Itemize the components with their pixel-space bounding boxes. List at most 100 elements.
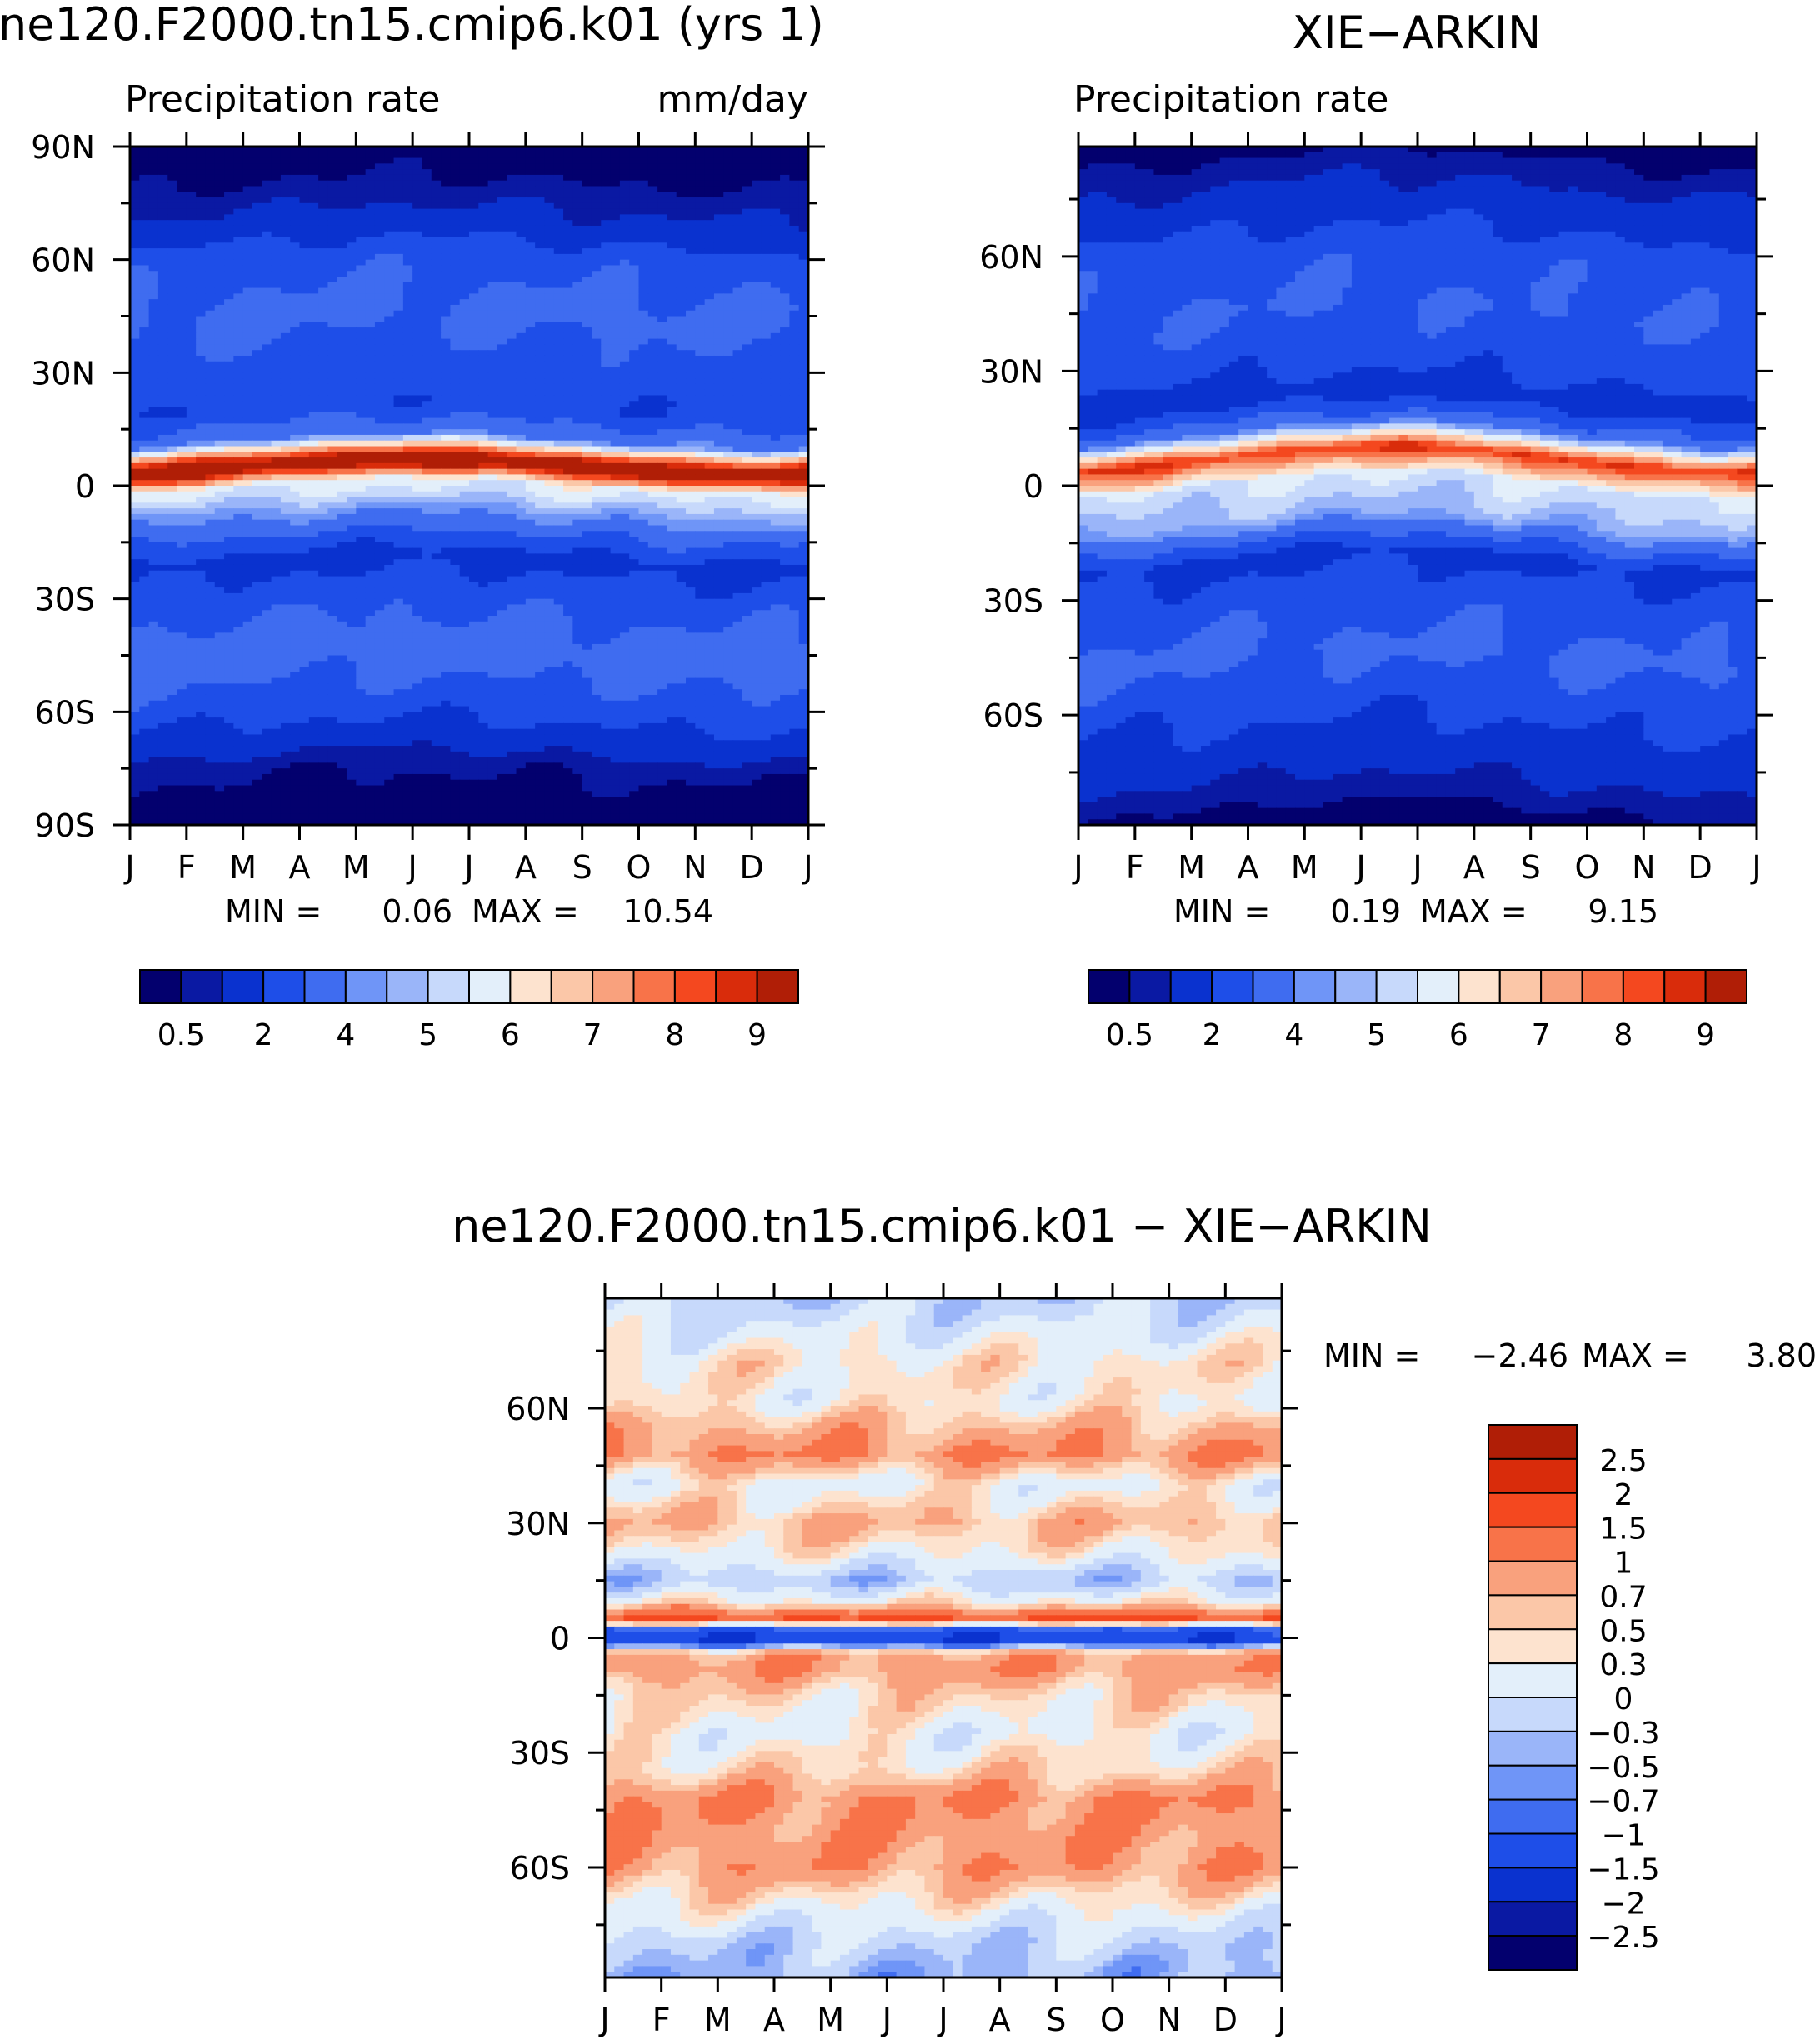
- heatmap-cell: [639, 520, 649, 526]
- heatmap-cell: [789, 203, 799, 209]
- heatmap-cell: [215, 305, 225, 311]
- heatmap-cell: [149, 486, 159, 492]
- heatmap-cell: [544, 248, 554, 254]
- heatmap-cell: [347, 435, 357, 441]
- heatmap-cell: [714, 531, 724, 537]
- heatmap-cell: [290, 260, 300, 266]
- heatmap-cell: [130, 531, 140, 537]
- heatmap-cell: [441, 514, 451, 520]
- heatmap-cell: [780, 158, 790, 164]
- heatmap-cell: [403, 492, 413, 497]
- heatmap-cell: [328, 152, 338, 158]
- heatmap-cell: [309, 175, 319, 181]
- heatmap-cell: [196, 288, 206, 294]
- heatmap-cell: [149, 401, 159, 407]
- heatmap-cell: [394, 401, 404, 407]
- heatmap-cell: [432, 378, 442, 384]
- heatmap-cell: [366, 305, 376, 311]
- heatmap-cell: [422, 237, 432, 243]
- heatmap-cell: [233, 537, 243, 542]
- heatmap-cell: [695, 277, 705, 282]
- heatmap-cell: [384, 367, 394, 373]
- heatmap-cell: [196, 412, 206, 418]
- heatmap-cell: [394, 362, 404, 367]
- heatmap-cell: [526, 254, 536, 260]
- heatmap-cell: [300, 192, 310, 197]
- heatmap-cell: [158, 339, 168, 345]
- heatmap-cell: [517, 492, 527, 497]
- heatmap-cell: [723, 282, 733, 288]
- heatmap-cell: [450, 203, 460, 209]
- heatmap-cell: [403, 441, 413, 447]
- heatmap-cell: [441, 344, 451, 350]
- heatmap-cell: [535, 237, 545, 243]
- heatmap-cell: [667, 525, 677, 531]
- heatmap-cell: [309, 418, 319, 424]
- heatmap-cell: [149, 214, 159, 220]
- heatmap-cell: [667, 175, 677, 181]
- heatmap-cell: [554, 531, 564, 537]
- heatmap-cell: [544, 293, 554, 299]
- heatmap-cell: [478, 327, 488, 333]
- heatmap-cell: [309, 327, 319, 333]
- heatmap-cell: [233, 260, 243, 266]
- heatmap-cell: [592, 152, 602, 158]
- heatmap-cell: [771, 372, 781, 378]
- heatmap-cell: [742, 531, 752, 537]
- heatmap-cell: [611, 520, 621, 526]
- heatmap-cell: [196, 452, 206, 457]
- heatmap-cell: [300, 469, 310, 475]
- heatmap-cell: [356, 192, 366, 197]
- heatmap-cell: [215, 293, 225, 299]
- heatmap-cell: [215, 520, 225, 526]
- heatmap-cell: [544, 447, 554, 452]
- heatmap-cell: [168, 254, 178, 260]
- heatmap-cell: [723, 492, 733, 497]
- heatmap-cell: [366, 214, 376, 220]
- heatmap-cell: [742, 242, 752, 248]
- heatmap-cell: [526, 242, 536, 248]
- heatmap-cell: [233, 378, 243, 384]
- heatmap-cell: [469, 474, 479, 480]
- heatmap-cell: [139, 311, 149, 317]
- heatmap-cell: [742, 333, 752, 339]
- heatmap-cell: [215, 232, 225, 237]
- heatmap-cell: [178, 390, 188, 396]
- heatmap-cell: [178, 311, 188, 317]
- heatmap-cell: [328, 435, 338, 441]
- heatmap-cell: [178, 317, 188, 322]
- heatmap-cell: [233, 158, 243, 164]
- heatmap-cell: [158, 390, 168, 396]
- heatmap-cell: [620, 429, 630, 435]
- heatmap-cell: [309, 401, 319, 407]
- heatmap-cell: [582, 362, 592, 367]
- heatmap-cell: [677, 463, 687, 469]
- heatmap-cell: [507, 356, 517, 362]
- heatmap-cell: [780, 457, 790, 463]
- heatmap-cell: [384, 452, 394, 457]
- heatmap-cell: [478, 242, 488, 248]
- heatmap-cell: [272, 390, 282, 396]
- heatmap-cell: [639, 390, 649, 396]
- heatmap-cell: [375, 226, 385, 232]
- heatmap-cell: [347, 463, 357, 469]
- heatmap-cell: [149, 520, 159, 526]
- heatmap-cell: [300, 242, 310, 248]
- heatmap-cell: [611, 486, 621, 492]
- heatmap-cell: [309, 288, 319, 294]
- heatmap-cell: [328, 260, 338, 266]
- heatmap-cell: [761, 401, 771, 407]
- heatmap-cell: [601, 367, 611, 373]
- heatmap-cell: [149, 260, 159, 266]
- heatmap-cell: [620, 254, 630, 260]
- heatmap-cell: [403, 305, 413, 311]
- heatmap-cell: [338, 220, 348, 226]
- heatmap-cell: [243, 197, 253, 203]
- heatmap-cell: [639, 452, 649, 457]
- heatmap-cell: [205, 271, 215, 277]
- heatmap-cell: [677, 429, 687, 435]
- heatmap-cell: [224, 367, 234, 373]
- heatmap-cell: [488, 452, 498, 457]
- heatmap-cell: [498, 514, 508, 520]
- heatmap-cell: [705, 169, 715, 175]
